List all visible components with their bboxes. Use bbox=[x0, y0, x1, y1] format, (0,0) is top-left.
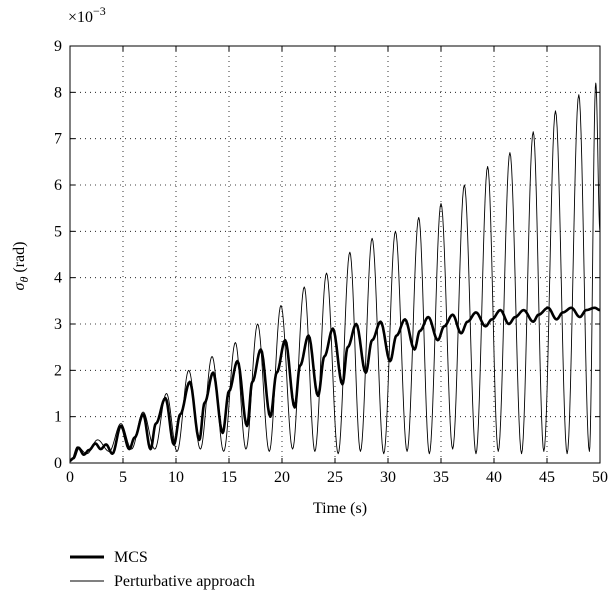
y-tick-label-7: 7 bbox=[54, 131, 62, 148]
y-tick-label-4: 4 bbox=[54, 270, 62, 287]
line-mcs bbox=[69, 306, 601, 462]
line-perturbative-approach bbox=[70, 82, 601, 462]
x-tick-label-5: 5 bbox=[119, 469, 127, 486]
x-tick-label-10: 10 bbox=[168, 469, 184, 486]
axis-ticks bbox=[69, 45, 601, 464]
y-tick-labels: 0 1 2 3 4 5 6 7 8 9 bbox=[54, 38, 62, 472]
plot-frame bbox=[69, 45, 601, 464]
x-tick-label-30: 30 bbox=[380, 469, 396, 486]
y-tick-label-5: 5 bbox=[54, 223, 62, 240]
y-tick-label-3: 3 bbox=[54, 316, 62, 333]
y-axis-label: σθ (rad) bbox=[11, 242, 31, 291]
y-axis-multiplier: ×10−3 bbox=[68, 4, 106, 26]
y-tick-label-8: 8 bbox=[54, 84, 62, 101]
grid-lines bbox=[70, 46, 600, 463]
x-tick-label-25: 25 bbox=[327, 469, 343, 486]
x-tick-label-0: 0 bbox=[66, 469, 74, 486]
legend: MCS Perturbative approach bbox=[70, 549, 255, 590]
x-tick-label-45: 45 bbox=[539, 469, 555, 486]
x-tick-label-50: 50 bbox=[592, 469, 608, 486]
x-axis-label: Time (s) bbox=[313, 500, 367, 517]
y-tick-label-0: 0 bbox=[54, 455, 62, 472]
series-perturbative-approach bbox=[70, 82, 601, 462]
y-tick-label-9: 9 bbox=[54, 38, 62, 55]
x-tick-label-35: 35 bbox=[433, 469, 449, 486]
x-tick-label-40: 40 bbox=[486, 469, 502, 486]
y-tick-label-2: 2 bbox=[54, 362, 62, 379]
legend-label-mcs: MCS bbox=[114, 549, 148, 566]
x-tick-label-20: 20 bbox=[274, 469, 290, 486]
legend-label-perturbative-approach: Perturbative approach bbox=[114, 573, 255, 590]
series-mcs bbox=[69, 306, 601, 462]
x-tick-label-15: 15 bbox=[221, 469, 237, 486]
y-tick-label-6: 6 bbox=[54, 177, 62, 194]
x-tick-labels: 0 5 10 15 20 25 30 35 40 45 50 bbox=[66, 469, 608, 486]
y-tick-label-1: 1 bbox=[54, 409, 62, 426]
